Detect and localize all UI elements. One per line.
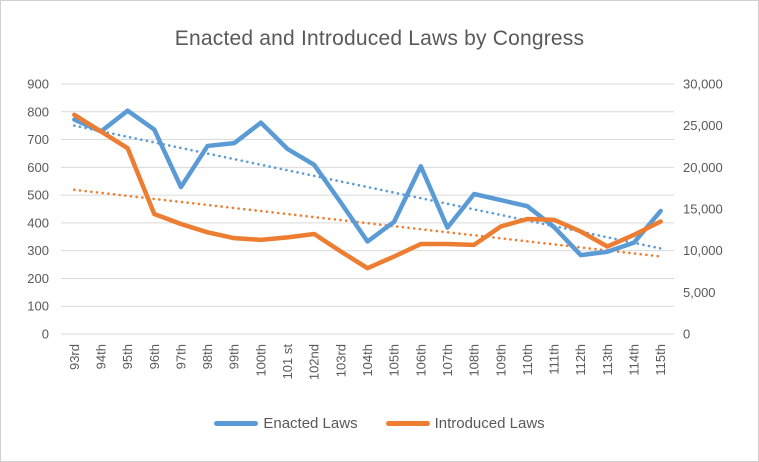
x-axis-tick-label: 107th bbox=[440, 344, 455, 377]
left-axis-tick-label: 800 bbox=[27, 104, 49, 119]
chart-title: Enacted and Introduced Laws by Congress bbox=[174, 27, 585, 50]
left-axis-tick-label: 600 bbox=[27, 160, 49, 175]
x-axis-tick-label: 95th bbox=[120, 344, 135, 369]
x-axis-tick-label: 100th bbox=[253, 344, 268, 377]
x-axis-tick-label: 103rd bbox=[333, 344, 348, 377]
legend-item-introduced-laws: Introduced Laws bbox=[385, 415, 545, 432]
x-axis-tick-label: 105th bbox=[387, 344, 402, 377]
x-axis-tick-label: 109th bbox=[493, 344, 508, 377]
right-axis-tick-label: 5,000 bbox=[683, 285, 716, 300]
x-axis-tick-label: 97th bbox=[173, 344, 188, 369]
x-axis-tick-label: 98th bbox=[200, 344, 215, 369]
x-axis-tick-label: 113th bbox=[600, 344, 615, 376]
right-axis-tick-label: 25,000 bbox=[683, 118, 723, 133]
left-axis-tick-label: 900 bbox=[27, 77, 49, 92]
left-axis-tick-label: 100 bbox=[27, 299, 49, 314]
chart-legend: Enacted Laws Introduced Laws bbox=[1, 415, 758, 432]
x-axis-tick-label: 99th bbox=[227, 344, 242, 369]
series-line-enacted-laws bbox=[72, 108, 663, 258]
legend-label-enacted-laws: Enacted Laws bbox=[263, 415, 358, 432]
right-axis-tick-label: 20,000 bbox=[683, 160, 723, 175]
x-axis-tick-label: 101 st bbox=[280, 344, 295, 380]
x-axis-tick-label: 102nd bbox=[307, 344, 322, 380]
x-axis-tick-label: 96th bbox=[147, 344, 162, 369]
left-axis-tick-label: 500 bbox=[27, 188, 49, 203]
left-axis-tick-label: 300 bbox=[27, 243, 49, 258]
left-axis-tick-label: 400 bbox=[27, 215, 49, 230]
right-axis-tick-label: 15,000 bbox=[683, 202, 723, 217]
introduced-laws-line-swatch bbox=[385, 421, 430, 426]
left-axis-tick-label: 200 bbox=[27, 271, 49, 286]
x-axis-tick-label: 106th bbox=[413, 344, 428, 377]
x-axis-tick-label: 108th bbox=[467, 344, 482, 377]
enacted-laws-line-swatch bbox=[214, 421, 259, 426]
x-axis-tick-label: 115th bbox=[653, 344, 668, 376]
left-axis-tick-label: 700 bbox=[27, 132, 49, 147]
left-axis-tick-label: 0 bbox=[42, 327, 49, 342]
legend-item-enacted-laws: Enacted Laws bbox=[214, 415, 358, 432]
x-axis-tick-label: 93rd bbox=[67, 344, 82, 370]
right-axis-tick-label: 30,000 bbox=[683, 77, 723, 92]
right-axis-tick-label: 0 bbox=[683, 327, 690, 342]
x-axis-tick-label: 94th bbox=[93, 344, 108, 369]
x-axis-tick-label: 104th bbox=[360, 344, 375, 377]
x-axis-tick-label: 112th bbox=[573, 344, 588, 376]
x-axis-tick-label: 110th bbox=[520, 344, 535, 376]
legend-label-introduced-laws: Introduced Laws bbox=[434, 415, 545, 432]
x-axis-tick-label: 114th bbox=[627, 344, 642, 376]
series-line-introduced-laws bbox=[72, 112, 663, 271]
right-axis-tick-label: 10,000 bbox=[683, 243, 723, 258]
x-axis-tick-label: 111th bbox=[547, 344, 562, 375]
